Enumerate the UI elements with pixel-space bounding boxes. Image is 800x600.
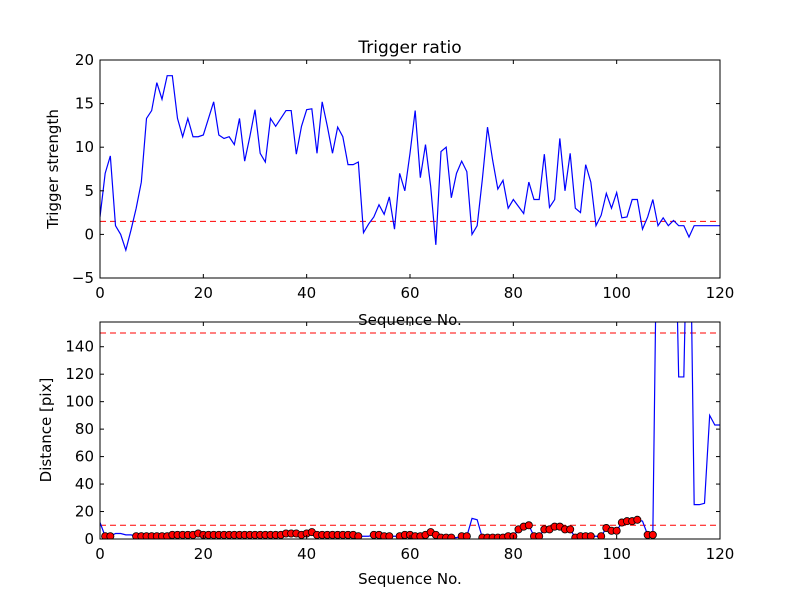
x-tick-label: 20	[194, 284, 213, 302]
chart-title: Trigger ratio	[357, 38, 461, 58]
y-tick-label: 80	[75, 420, 94, 438]
x-tick-label: 120	[706, 284, 735, 302]
data-point	[597, 532, 606, 539]
x-axis-label: Sequence No.	[358, 311, 462, 329]
data-point	[385, 532, 394, 539]
x-tick-label: 80	[504, 545, 523, 563]
y-tick-label: 15	[75, 95, 94, 113]
y-tick-label: 120	[65, 365, 94, 383]
data-point	[648, 530, 657, 539]
series-line	[100, 75, 720, 253]
y-tick-label: 0	[84, 225, 94, 243]
x-tick-label: 0	[95, 545, 105, 563]
x-tick-label: 80	[504, 284, 523, 302]
x-axis-label: Sequence No.	[358, 570, 462, 588]
data-point	[106, 532, 115, 539]
y-tick-label: 20	[75, 51, 94, 69]
y-tick-label: 40	[75, 475, 94, 493]
x-tick-label: 100	[602, 545, 631, 563]
x-tick-label: 0	[95, 284, 105, 302]
y-tick-label: 0	[84, 530, 94, 548]
x-tick-label: 60	[400, 284, 419, 302]
y-tick-label: 5	[84, 182, 94, 200]
data-point	[566, 525, 575, 534]
y-tick-label: 20	[75, 503, 94, 521]
x-tick-label: 40	[297, 545, 316, 563]
data-point	[524, 521, 533, 530]
data-point	[354, 532, 363, 539]
y-tick-label: 140	[65, 338, 94, 356]
data-point	[462, 532, 471, 539]
y-tick-label: 100	[65, 393, 94, 411]
x-tick-label: 100	[602, 284, 631, 302]
data-point	[612, 526, 621, 535]
x-tick-label: 60	[400, 545, 419, 563]
data-point	[447, 533, 456, 539]
plot-frame	[99, 321, 721, 540]
data-point	[586, 532, 595, 539]
y-tick-label: 60	[75, 448, 94, 466]
data-point	[633, 515, 642, 524]
y-axis-label: Trigger strength	[44, 109, 62, 230]
x-tick-label: 120	[706, 545, 735, 563]
plot-frame	[99, 59, 721, 279]
data-point	[535, 532, 544, 539]
y-tick-label: −5	[72, 269, 94, 287]
distance-chart: Distance [pix] Sequence No. 0 20 40 60 80 100…	[37, 321, 735, 588]
x-tick-label: 40	[297, 284, 316, 302]
x-tick-label: 20	[194, 545, 213, 563]
trigger-ratio-chart: Trigger ratio Trigger strength Sequence …	[44, 38, 734, 329]
y-axis-label: Distance [pix]	[37, 378, 55, 483]
y-tick-label: 10	[75, 138, 94, 156]
